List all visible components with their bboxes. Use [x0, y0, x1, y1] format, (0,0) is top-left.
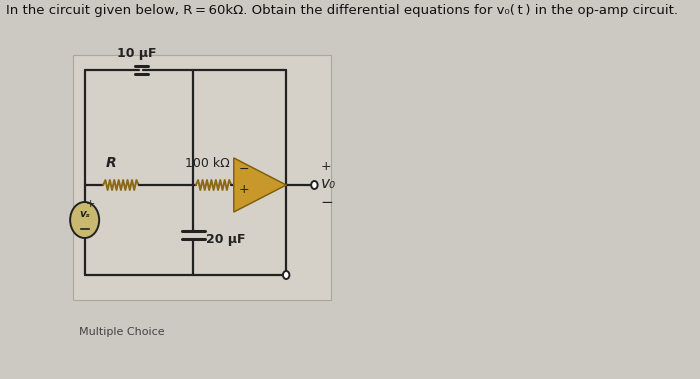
Text: v₀: v₀ — [321, 176, 336, 191]
FancyBboxPatch shape — [73, 55, 330, 300]
Text: 100 kΩ: 100 kΩ — [185, 157, 230, 170]
Text: −: − — [321, 195, 334, 210]
Text: R: R — [106, 156, 117, 170]
Circle shape — [312, 181, 318, 189]
Text: +: + — [239, 183, 249, 196]
Circle shape — [70, 202, 99, 238]
Text: +: + — [321, 160, 332, 173]
Text: Multiple Choice: Multiple Choice — [79, 327, 164, 337]
Text: −: − — [239, 163, 249, 176]
Polygon shape — [234, 158, 286, 212]
Text: 20 μF: 20 μF — [206, 232, 246, 246]
Text: vₛ: vₛ — [80, 209, 90, 219]
Circle shape — [283, 271, 289, 279]
Text: In the circuit given below, R = 60kΩ. Obtain the differential equations for v₀( : In the circuit given below, R = 60kΩ. Ob… — [6, 4, 678, 17]
Text: +: + — [86, 199, 96, 209]
Text: 10 μF: 10 μF — [117, 47, 156, 60]
